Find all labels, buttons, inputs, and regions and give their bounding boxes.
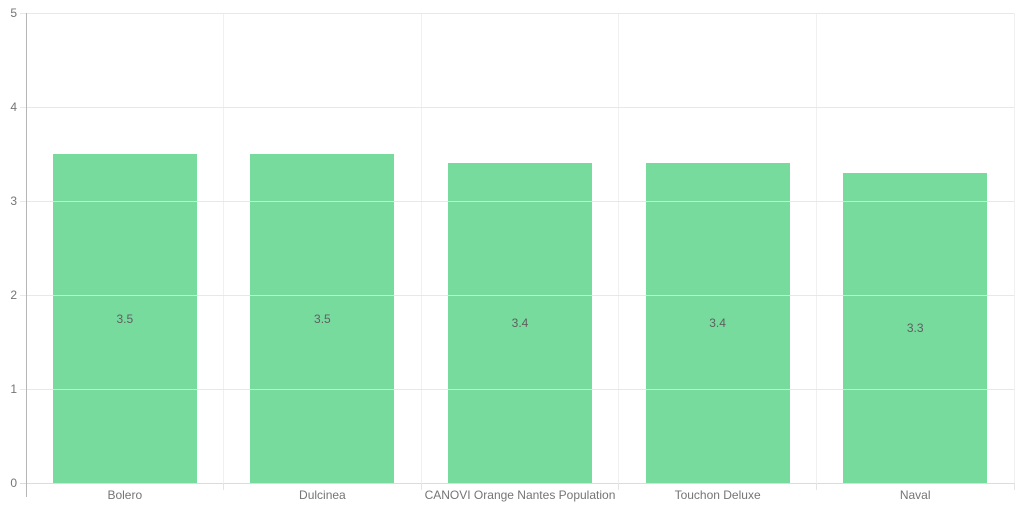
horizontal-gridline xyxy=(20,200,1014,202)
horizontal-gridline xyxy=(20,294,1014,296)
bar-bolero[interactable] xyxy=(52,154,197,483)
x-axis-tick xyxy=(618,483,620,490)
y-axis-tick-label: 2 xyxy=(10,288,17,302)
x-axis-label: Naval xyxy=(899,488,931,502)
bar-dulcinea[interactable] xyxy=(250,154,395,483)
vertical-gridline xyxy=(223,13,225,483)
bar-value-label: 3.3 xyxy=(906,320,924,335)
y-axis-tick-label: 3 xyxy=(10,194,17,208)
horizontal-gridline xyxy=(20,106,1014,108)
vertical-gridline xyxy=(1013,13,1015,483)
x-axis-label: Dulcinea xyxy=(299,488,346,502)
bar-value-label: 3.5 xyxy=(314,311,331,326)
x-axis-tick xyxy=(420,483,422,490)
bar-value-label: 3.4 xyxy=(511,316,529,331)
y-axis-tick-label: 0 xyxy=(10,476,17,490)
x-axis-tick xyxy=(223,483,225,490)
bar-touchon-deluxe[interactable] xyxy=(645,163,790,483)
vertical-gridline xyxy=(618,13,620,483)
vertical-gridline xyxy=(420,13,422,483)
y-axis-tick-label: 4 xyxy=(10,100,17,114)
bar-canovi-orange-nantes-population[interactable] xyxy=(448,163,592,483)
y-axis-tick-label: 5 xyxy=(10,6,17,20)
vertical-gridline xyxy=(815,13,817,483)
horizontal-gridline xyxy=(20,388,1014,390)
bar-value-label: 3.4 xyxy=(709,316,726,331)
bar-value-label: 3.5 xyxy=(116,311,134,326)
x-axis-label: Bolero xyxy=(107,488,143,502)
y-axis-tick-label: 1 xyxy=(10,382,17,396)
x-axis-tick xyxy=(1013,483,1015,490)
x-axis-label: Touchon Deluxe xyxy=(674,488,761,502)
x-axis-label: CANOVI Orange Nantes Population xyxy=(424,488,616,502)
x-axis-tick xyxy=(815,483,817,490)
x-axis-baseline xyxy=(20,482,1014,484)
y-axis-line xyxy=(25,13,27,497)
horizontal-gridline xyxy=(20,12,1014,14)
bar-naval[interactable] xyxy=(843,172,988,483)
